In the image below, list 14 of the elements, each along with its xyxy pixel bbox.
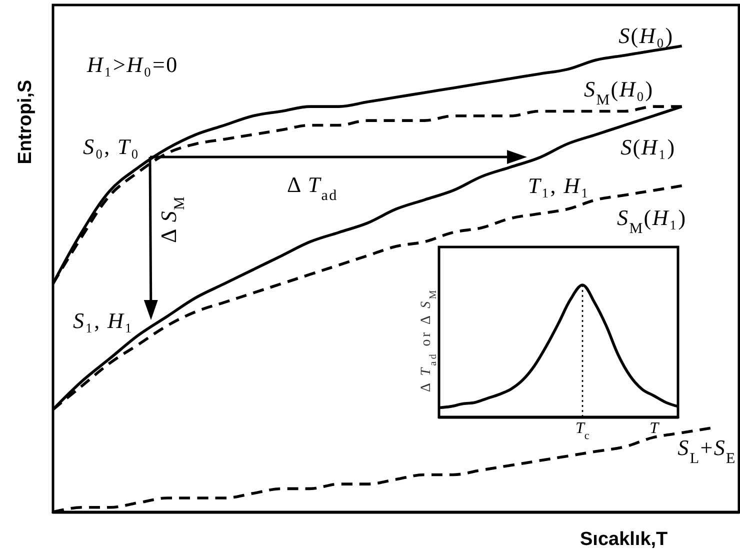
series-label: S$_{L}$+S$_{E}$ — [678, 435, 736, 468]
series-label: S$_{M}$(H₀) — [584, 76, 654, 109]
annotation: H₁>H₀=0 — [86, 52, 178, 77]
annotation: S₀, T₀ — [83, 134, 140, 159]
x-tick-label: T$_{c}$ — [576, 420, 590, 442]
annotation: T₁, H₁ — [528, 173, 590, 198]
x-tick-label: T — [650, 420, 660, 437]
y-axis-title: Entropi,S — [15, 80, 36, 164]
series-label: S$_{M}$(H₁) — [617, 204, 687, 237]
annotation: S₁, H₁ — [73, 308, 134, 333]
x-axis-title: Sıcaklık,T — [580, 529, 668, 550]
annotation: Δ T$_{ad}$ — [287, 172, 338, 204]
series-label: S(H₁) — [620, 134, 676, 160]
series-label: S(H₀) — [618, 23, 674, 48]
